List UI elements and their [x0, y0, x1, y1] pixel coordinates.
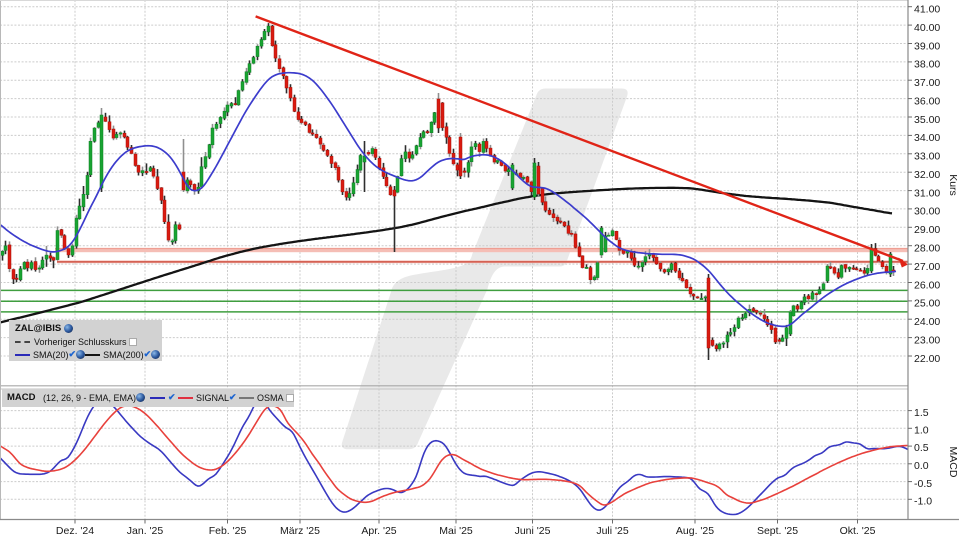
svg-text:Aug. '25: Aug. '25 [676, 525, 714, 537]
svg-text:23.00: 23.00 [914, 334, 940, 346]
svg-text:März '25: März '25 [280, 525, 320, 537]
svg-text:41.00: 41.00 [914, 4, 940, 16]
svg-text:Mai '25: Mai '25 [439, 525, 473, 537]
svg-text:39.00: 39.00 [914, 40, 940, 52]
svg-text:35.00: 35.00 [914, 114, 940, 126]
svg-text:1.0: 1.0 [914, 425, 929, 437]
svg-text:25.00: 25.00 [914, 298, 940, 310]
svg-text:Dez. '24: Dez. '24 [56, 525, 94, 537]
svg-text:28.00: 28.00 [914, 243, 940, 255]
svg-text:34.00: 34.00 [914, 132, 940, 144]
svg-text:38.00: 38.00 [914, 59, 940, 71]
svg-text:32.00: 32.00 [914, 169, 940, 181]
svg-text:0.0: 0.0 [914, 460, 929, 472]
svg-text:30.00: 30.00 [914, 206, 940, 218]
svg-text:Kurs: Kurs [947, 174, 959, 196]
svg-text:22.00: 22.00 [914, 353, 940, 365]
svg-text:-0.5: -0.5 [914, 478, 932, 490]
svg-text:Apr. '25: Apr. '25 [361, 525, 396, 537]
svg-text:33.00: 33.00 [914, 151, 940, 163]
svg-text:Okt. '25: Okt. '25 [840, 525, 876, 537]
svg-text:40.00: 40.00 [914, 22, 940, 34]
svg-text:24.00: 24.00 [914, 316, 940, 328]
svg-text:MACD: MACD [947, 447, 959, 478]
svg-text:29.00: 29.00 [914, 224, 940, 236]
svg-text:26.00: 26.00 [914, 279, 940, 291]
svg-text:31.00: 31.00 [914, 187, 940, 199]
svg-text:Feb. '25: Feb. '25 [209, 525, 247, 537]
svg-text:Juni '25: Juni '25 [515, 525, 551, 537]
svg-text:-1.0: -1.0 [914, 496, 932, 508]
svg-text:Juli '25: Juli '25 [596, 525, 629, 537]
svg-text:36.00: 36.00 [914, 95, 940, 107]
svg-text:1.5: 1.5 [914, 407, 929, 419]
svg-text:Sept. '25: Sept. '25 [757, 525, 798, 537]
svg-text:Jan. '25: Jan. '25 [127, 525, 164, 537]
svg-text:0.5: 0.5 [914, 442, 929, 454]
svg-text:37.00: 37.00 [914, 77, 940, 89]
svg-text:27.00: 27.00 [914, 261, 940, 273]
